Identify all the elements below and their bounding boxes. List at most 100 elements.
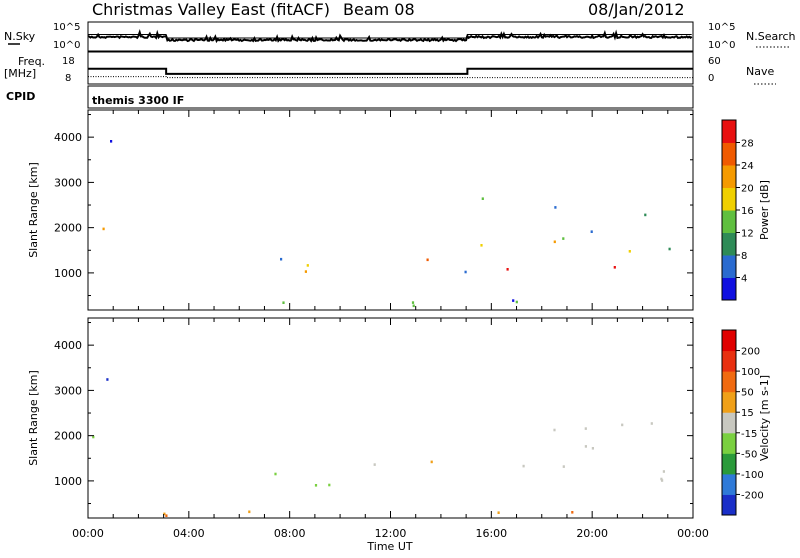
heatmap-cell	[430, 460, 433, 464]
nsky-tick-high: 10^5	[53, 22, 80, 33]
y-tick-label: 4000	[54, 131, 82, 144]
heatmap-cell	[163, 512, 166, 516]
heatmap-cell	[102, 227, 105, 231]
colorbar-swatch	[722, 391, 736, 413]
heatmap-cell	[464, 270, 467, 274]
colorbar-swatch	[722, 350, 736, 372]
colorbar-swatch	[722, 473, 736, 495]
colorbar-tick-label: -100	[741, 470, 764, 481]
y-tick-label: 2000	[54, 430, 82, 443]
heatmap-cell	[314, 484, 318, 487]
colorbar-swatch	[722, 187, 736, 211]
heatmap-cell	[92, 435, 95, 439]
colorbar-swatch	[722, 142, 736, 166]
heatmap-cell	[412, 304, 415, 308]
heatmap-cell	[373, 463, 376, 466]
colorbar-tick-label: 16	[741, 206, 754, 217]
heatmap-cell	[553, 240, 556, 244]
heatmap-cell	[668, 247, 671, 251]
heatmap-cell	[584, 445, 587, 448]
colorbar-tick-label: 28	[741, 139, 754, 150]
heatmap-cell	[553, 428, 556, 432]
heatmap-cell	[554, 206, 557, 209]
colorbar-swatch	[722, 453, 736, 475]
freq-label: Freq.	[18, 55, 45, 68]
freq-tick-high: 18	[62, 56, 75, 67]
heatmap-cell	[515, 300, 518, 304]
heatmap-cell	[661, 479, 664, 482]
freq-panel: Freq. [MHz] 18 8 60 0 Nave	[4, 51, 776, 85]
colorbar-tick-label: 100	[741, 367, 760, 378]
heatmap-cell	[506, 268, 509, 271]
colorbar-swatch	[722, 255, 736, 278]
x-tick-label: 08:00	[274, 527, 306, 540]
heatmap-cell	[662, 470, 665, 473]
colorbar-swatch	[722, 232, 736, 256]
colorbar-swatch	[722, 412, 736, 434]
colorbar-tick-label: 12	[741, 229, 754, 240]
heatmap-cell	[562, 465, 565, 468]
colorbar-tick-label: 200	[741, 347, 760, 358]
y-tick-label: 2000	[54, 222, 82, 235]
colorbar-tick-label: -200	[741, 490, 764, 501]
colorbar-tick-label: 24	[741, 161, 754, 172]
nsky-panel: N.Sky 10^5 10^0 10^5 10^0 N.Search	[4, 21, 796, 52]
heatmap-cell	[497, 511, 500, 514]
heatmap-cell	[571, 511, 574, 514]
power-heatmap-cells	[102, 140, 671, 308]
x-tick-label: 20:00	[576, 527, 608, 540]
heatmap-cell	[590, 230, 593, 233]
heatmap-cell	[328, 483, 331, 487]
colorbar-tick-label: 50	[741, 388, 754, 399]
power-y-axis: 1000 2000 3000 4000	[54, 114, 693, 297]
power-colorbar: 28 24 20 16 12 8 4	[721, 119, 754, 301]
nsearch-trace	[88, 34, 692, 39]
heatmap-cell	[644, 213, 647, 217]
nsky-tick-low: 10^0	[53, 40, 80, 51]
heatmap-cell	[512, 299, 515, 302]
time-axis-labels: 00:00 04:00 08:00 12:00 16:00 20:00 00:00	[72, 527, 709, 540]
velocity-colorbar-label: Velocity [m s-1]	[758, 375, 771, 461]
y-tick-label: 3000	[54, 176, 82, 189]
y-tick-label: 1000	[54, 267, 82, 280]
colorbar-tick-label: 4	[741, 274, 747, 285]
heatmap-cell	[562, 237, 565, 240]
colorbar-tick-label: 20	[741, 184, 754, 195]
heatmap-cell	[628, 250, 631, 253]
heatmap-cell	[282, 301, 285, 304]
time-axis-label: Time UT	[366, 540, 412, 553]
heatmap-cell	[621, 423, 624, 427]
heatmap-cell	[165, 514, 168, 517]
nave-tick-high: 60	[708, 56, 721, 67]
y-tick-label: 3000	[54, 384, 82, 397]
nsearch-tick-high: 10^5	[708, 22, 735, 33]
nave-label: Nave	[746, 65, 774, 78]
heatmap-cell	[613, 266, 616, 269]
heatmap-cell	[248, 510, 251, 514]
heatmap-cell	[650, 422, 653, 425]
colorbar-swatch	[722, 371, 736, 393]
heatmap-cell	[304, 270, 307, 273]
heatmap-cell	[306, 264, 309, 267]
x-tick-label: 04:00	[173, 527, 205, 540]
nave-tick-low: 0	[708, 73, 714, 84]
heatmap-cell	[280, 257, 283, 261]
cpid-panel: CPID themis 3300 IF	[6, 85, 694, 109]
x-tick-label: 16:00	[475, 527, 507, 540]
colorbar-swatch	[722, 330, 736, 352]
colorbar-swatch	[722, 277, 736, 301]
colorbar-tick-label: -15	[741, 429, 757, 440]
velocity-ylabel: Slant Range [km]	[27, 370, 40, 466]
x-tick-label: 00:00	[72, 527, 104, 540]
nave-trace	[88, 76, 693, 79]
heatmap-cell	[110, 140, 113, 143]
cpid-label: CPID	[6, 90, 35, 103]
heatmap-cell	[660, 477, 663, 481]
heatmap-cell	[426, 258, 429, 262]
colorbar-swatch	[722, 120, 736, 143]
power-x-axis	[87, 110, 694, 310]
station-title: Christmas Valley East (fitACF)	[92, 0, 330, 19]
colorbar-swatch	[722, 165, 736, 188]
